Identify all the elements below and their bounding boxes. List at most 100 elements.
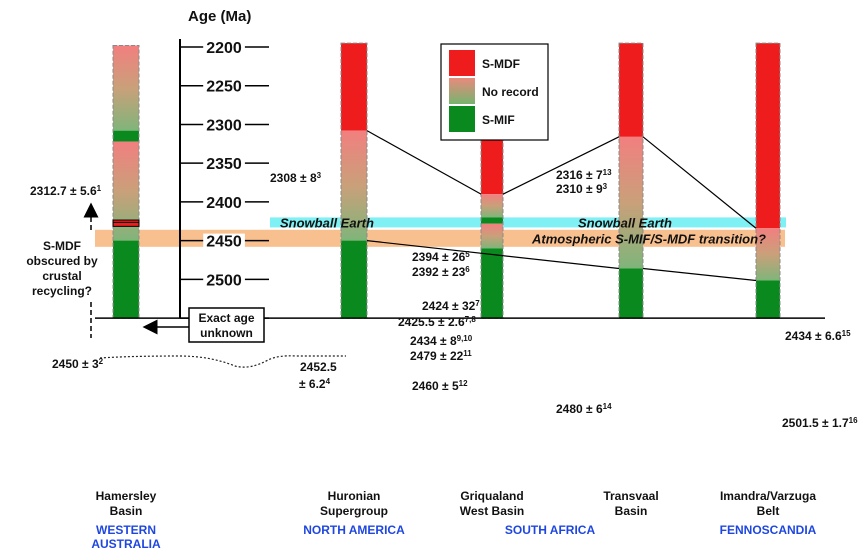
column-name: West Basin <box>460 504 524 518</box>
obscured-text-line: obscured by <box>26 254 98 268</box>
tick-label-bg <box>203 117 245 135</box>
obscured-annotation: S-MDF obscured by crustal recycling? <box>26 202 99 338</box>
region-label: AUSTRALIA <box>91 537 161 550</box>
correlation-lines <box>366 130 757 282</box>
transition-label: Atmospheric S-MIF/S-MDF transition? <box>531 231 766 246</box>
age-label: 2452.5 <box>300 360 337 374</box>
column-name: Basin <box>615 504 648 518</box>
legend-swatch-no-record <box>449 78 475 104</box>
correlation-line <box>366 130 482 195</box>
age-label: 2434 ± 89,10 <box>410 334 473 349</box>
column-segment-smif <box>756 280 780 319</box>
column-segment-smif <box>481 217 503 224</box>
exact-age-text-line: unknown <box>200 326 253 340</box>
column-name: Transvaal <box>603 489 658 503</box>
age-label: 2425.5 ± 2.67,8 <box>398 315 476 330</box>
legend-label: S-MIF <box>482 113 515 127</box>
column-segment-smdf <box>756 43 780 229</box>
correlation-line <box>642 136 757 229</box>
age-label: 2479 ± 2211 <box>410 349 472 364</box>
axis-tick-label: 2500 <box>206 272 242 289</box>
tick-label-bg <box>203 156 245 174</box>
legend-swatch-smdf <box>449 50 475 76</box>
column-name: Imandra/Varzuga <box>720 489 816 503</box>
age-label: 2394 ± 265 <box>412 250 470 265</box>
correlation-line <box>502 136 620 195</box>
column-segment-smif <box>113 240 139 319</box>
exact-age-box <box>188 307 265 343</box>
axis-tick-label: 2250 <box>206 79 242 96</box>
column-outline <box>480 104 504 319</box>
age-label: 2312.7 ± 5.61 <box>30 184 102 199</box>
legend-label: S-MDF <box>482 57 520 71</box>
axis-title: Age (Ma) <box>188 8 251 25</box>
smdf-marker <box>112 221 140 227</box>
axis-tick-label: 2450 <box>206 234 242 251</box>
age-label: 2310 ± 93 <box>556 182 608 197</box>
column-segment-smdf <box>341 43 367 131</box>
column-segment-gradient <box>756 228 780 281</box>
correlation-line <box>642 267 757 282</box>
axis-tick-label: 2300 <box>206 117 242 134</box>
age-labels: 2312.7 ± 5.61 2450 ± 32 2308 ± 83 2452.5… <box>30 168 858 431</box>
axis-tick-label: 2400 <box>206 195 242 212</box>
column-names: Hamersley Basin WESTERN AUSTRALIA Huroni… <box>91 489 816 550</box>
age-label: 2308 ± 83 <box>270 171 322 186</box>
column-name: Belt <box>757 504 780 518</box>
snowball-earth-label-right: Snowball Earth <box>578 215 672 230</box>
age-label: 2424 ± 327 <box>422 299 480 314</box>
legend: S-MDF No record S-MIF <box>440 43 549 141</box>
tick-label-bg <box>203 78 245 96</box>
column-outline <box>112 44 140 319</box>
axis-tick-label: 2350 <box>206 156 242 173</box>
region-label: NORTH AMERICA <box>303 523 405 537</box>
transition-band <box>95 229 785 247</box>
column-segment-smif <box>619 268 643 319</box>
column-segment-gradient <box>481 194 503 218</box>
column-outline <box>618 42 644 319</box>
column-name: Basin <box>110 504 143 518</box>
column-name: Griqualand <box>460 489 523 503</box>
column-name: Hamersley <box>96 489 157 503</box>
age-label: 2392 ± 236 <box>412 265 470 280</box>
snowball-earth-band <box>270 217 786 228</box>
correlation-line <box>366 240 620 270</box>
axis-tick-label: 2200 <box>206 40 242 57</box>
column-name: Supergroup <box>320 504 388 518</box>
region-label: FENNOSCANDIA <box>720 523 817 537</box>
legend-label: No record <box>482 85 539 99</box>
column-segment-gradient <box>481 223 503 249</box>
obscured-text-line: crustal <box>42 269 81 283</box>
age-label: 2501.5 ± 1.716 <box>782 416 858 431</box>
snowball-earth-label: Snowball Earth <box>280 215 374 230</box>
region-label: SOUTH AFRICA <box>505 523 596 537</box>
horizon-bands <box>95 217 786 247</box>
column-segment-smdf <box>619 43 643 137</box>
tick-label-bg <box>203 233 245 251</box>
age-label: 2480 ± 614 <box>556 402 612 417</box>
tick-label-bg <box>203 40 245 57</box>
tick-label-bg <box>203 272 245 290</box>
exact-age-text-line: Exact age <box>198 311 254 325</box>
tick-label-bg <box>203 194 245 212</box>
obscured-text-line: recycling? <box>32 284 92 298</box>
column-segment-smif <box>341 240 367 319</box>
column-name: Huronian <box>328 489 381 503</box>
column-segment-smif <box>481 248 503 319</box>
age-label: 2460 ± 512 <box>412 379 468 394</box>
column-segment-smif <box>113 130 139 142</box>
age-label: ± 6.24 <box>299 377 331 392</box>
exact-age-callout: Exact age unknown <box>142 307 265 343</box>
age-label: 2450 ± 32 <box>52 357 104 372</box>
legend-swatch-smif <box>449 106 475 132</box>
column-segment-gradient <box>113 45 139 131</box>
obscured-text-line: S-MDF <box>43 239 81 253</box>
column-segment-gradient <box>341 130 367 241</box>
age-axis: Age (Ma) 2200225023002350240024502500255… <box>179 8 269 329</box>
region-label: WESTERN <box>96 523 156 537</box>
age-label: 2316 ± 713 <box>556 168 612 183</box>
unconformity-dotted-line <box>99 355 346 368</box>
age-label: 2434 ± 6.615 <box>785 329 851 344</box>
column-segment-gradient <box>619 136 643 269</box>
